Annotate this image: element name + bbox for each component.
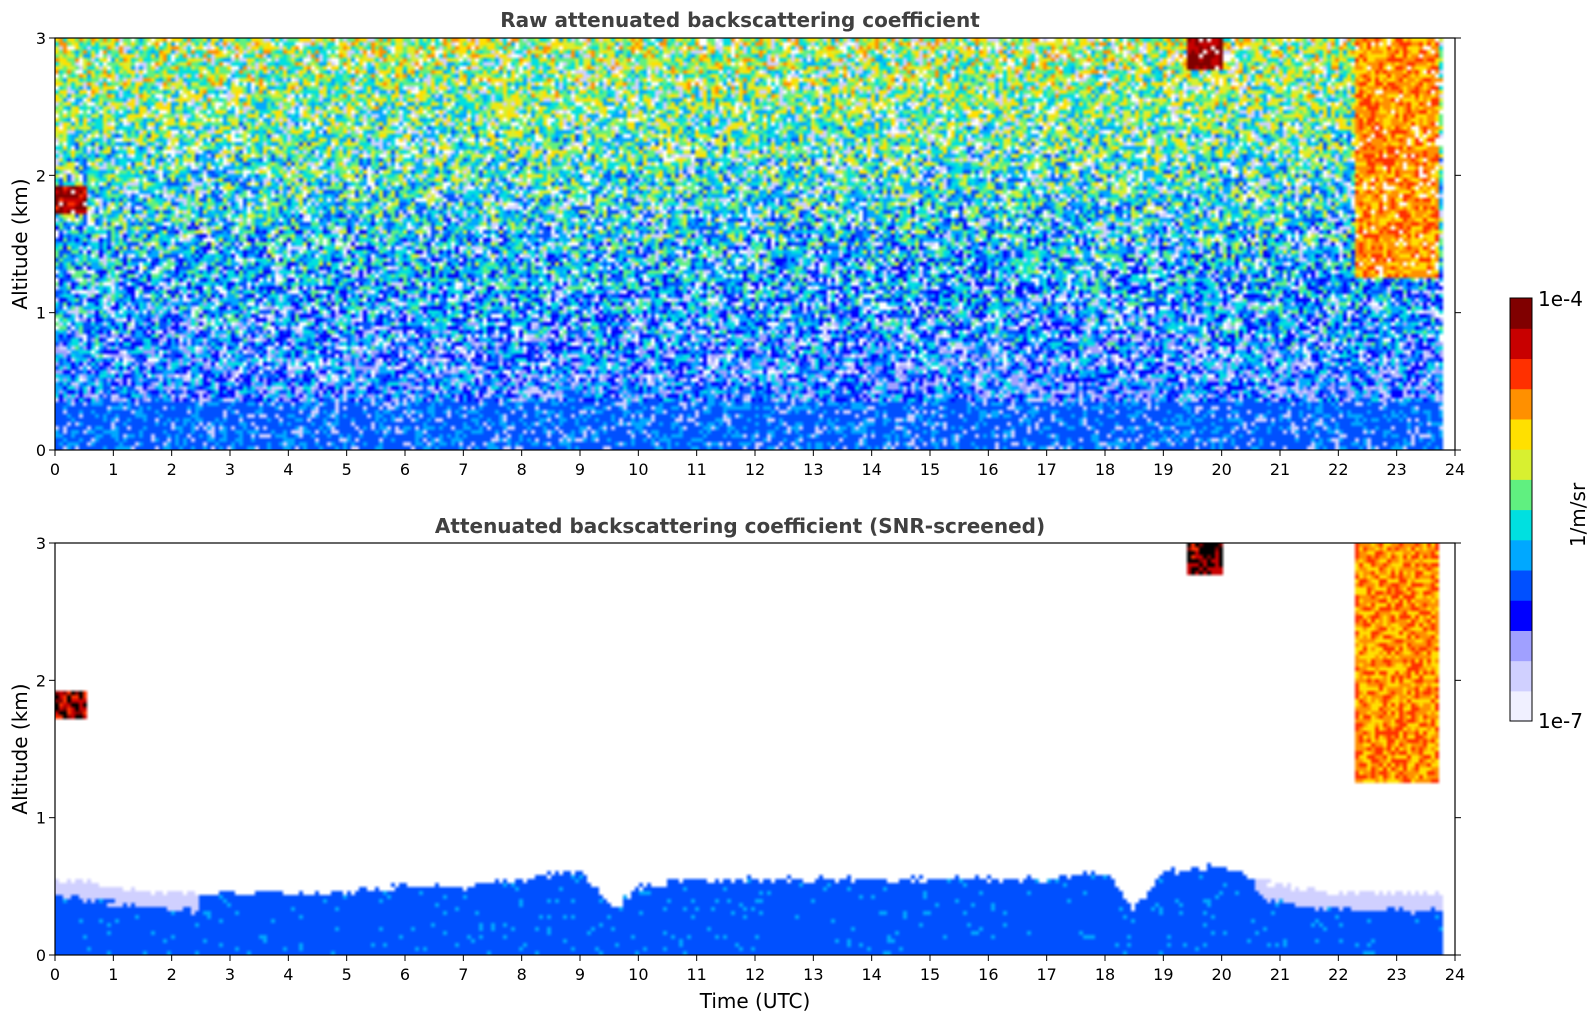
x-tick-label: 14 [861,965,881,984]
colorbar: 1e-4 1e-7 1/m/sr [1509,287,1590,733]
x-tick-label: 16 [978,965,998,984]
x-tick-label: 6 [400,460,410,479]
x-tick-label: 2 [167,460,177,479]
x-tick-label: 21 [1270,965,1290,984]
y-tick-label: 3 [36,29,46,48]
x-tick-label: 2 [167,965,177,984]
x-tick-label: 0 [50,460,60,479]
colorbar-step [1510,418,1532,450]
y-axis-screened: 0 1 2 3 [36,534,1461,965]
colorbar-step [1510,479,1532,511]
x-tick-label: 9 [575,460,585,479]
x-tick-label: 24 [1445,965,1465,984]
x-axis-label: Time (UTC) [699,989,811,1013]
x-tick-label: 1 [108,965,118,984]
colorbar-step [1510,298,1532,329]
panel-raw: Raw attenuated backscattering coefficien… [8,8,1465,479]
x-tick-label: 3 [225,965,235,984]
y-tick-label: 1 [36,304,46,323]
y-tick-label: 1 [36,809,46,828]
x-tick-label: 8 [517,460,527,479]
x-tick-label: 11 [686,965,706,984]
x-tick-label: 5 [342,460,352,479]
x-tick-label: 11 [686,460,706,479]
x-tick-label: 4 [283,965,293,984]
x-tick-label: 20 [1211,460,1231,479]
colorbar-max-label: 1e-4 [1538,287,1583,311]
x-tick-label: 15 [920,965,940,984]
colorbar-unit-label: 1/m/sr [1566,482,1590,547]
x-axis-screened: 0 1 2 3 4 5 6 7 8 9 10 11 12 13 14 15 16 17 18 19 20 21 22 23 24 [50,955,1465,984]
y-tick-label: 2 [36,166,46,185]
heatmap-screened [55,543,1455,955]
y-axis-label-screened: Altitude (km) [8,683,32,814]
colorbar-step [1510,509,1532,541]
colorbar-step [1510,690,1532,722]
x-tick-label: 6 [400,965,410,984]
colorbar-step [1510,328,1532,360]
screened-backscatter-image [55,543,1455,955]
x-tick-label: 20 [1211,965,1231,984]
colorbar-step [1510,569,1532,601]
x-tick-label: 5 [342,965,352,984]
colorbar-step [1510,358,1532,390]
x-tick-label: 16 [978,460,998,479]
x-tick-label: 24 [1445,460,1465,479]
colorbar-frame [1509,297,1533,722]
y-tick-label: 0 [36,441,46,460]
x-tick-label: 18 [1095,460,1115,479]
colorbar-gradient [1510,298,1532,722]
x-tick-label: 15 [920,460,940,479]
x-tick-label: 9 [575,965,585,984]
colorbar-step [1510,539,1532,571]
x-tick-label: 4 [283,460,293,479]
chart-title-screened: Attenuated backscattering coefficient (S… [435,514,1045,538]
heatmap-raw [55,38,1455,450]
x-tick-label: 12 [745,965,765,984]
colorbar-step [1510,630,1532,662]
x-tick-label: 3 [225,460,235,479]
x-tick-label: 12 [745,460,765,479]
chart-title-raw: Raw attenuated backscattering coefficien… [500,8,980,32]
x-tick-label: 21 [1270,460,1290,479]
x-axis-raw: 0 1 2 3 4 5 6 7 8 9 10 11 12 13 14 15 16 17 18 19 20 21 22 23 24 [50,450,1465,479]
colorbar-step [1510,660,1532,692]
x-tick-label: 22 [1328,460,1348,479]
y-axis-label-raw: Altitude (km) [8,178,32,309]
x-tick-label: 17 [1036,965,1056,984]
x-tick-label: 10 [628,965,648,984]
x-tick-label: 13 [803,460,823,479]
x-tick-label: 23 [1386,460,1406,479]
y-tick-label: 0 [36,946,46,965]
panel-screened: Attenuated backscattering coefficient (S… [8,514,1465,1013]
y-axis-raw: 0 1 2 3 [36,29,1461,460]
colorbar-min-label: 1e-7 [1538,709,1583,733]
x-tick-label: 13 [803,965,823,984]
x-tick-label: 23 [1386,965,1406,984]
x-tick-label: 7 [458,965,468,984]
raw-backscatter-image [55,38,1455,450]
x-tick-label: 1 [108,460,118,479]
colorbar-step [1510,600,1532,631]
y-tick-label: 2 [36,671,46,690]
x-tick-label: 18 [1095,965,1115,984]
x-tick-label: 7 [458,460,468,479]
x-tick-label: 19 [1153,460,1173,479]
colorbar-step [1510,388,1532,420]
x-tick-label: 10 [628,460,648,479]
x-tick-label: 19 [1153,965,1173,984]
x-tick-label: 22 [1328,965,1348,984]
x-tick-label: 17 [1036,460,1056,479]
x-tick-label: 0 [50,965,60,984]
colorbar-step [1510,449,1532,480]
x-tick-label: 14 [861,460,881,479]
y-tick-label: 3 [36,534,46,553]
x-tick-label: 8 [517,965,527,984]
